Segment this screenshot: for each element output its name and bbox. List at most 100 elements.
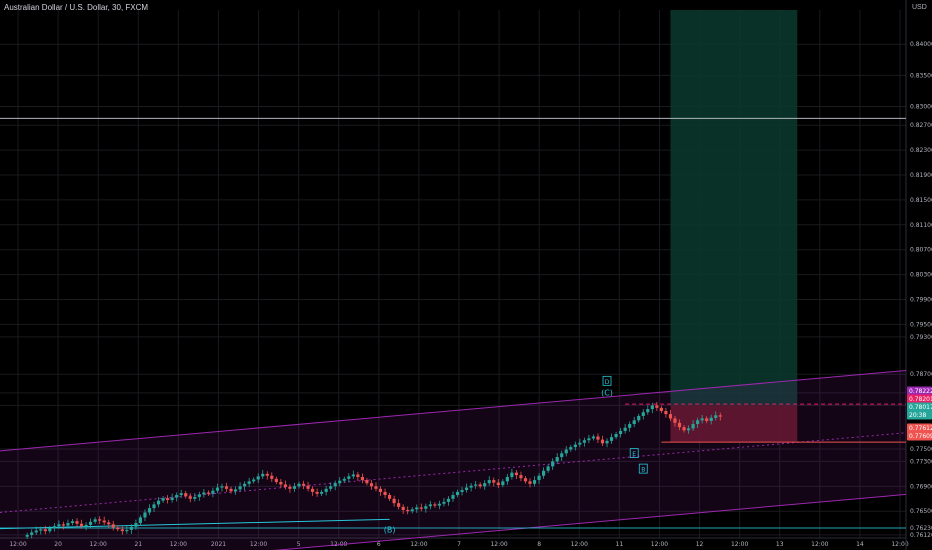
candle-body[interactable] bbox=[206, 492, 210, 494]
candle-body[interactable] bbox=[709, 417, 713, 421]
candle-body[interactable] bbox=[179, 493, 183, 496]
candle-body[interactable] bbox=[650, 405, 654, 410]
candle-body[interactable] bbox=[283, 484, 287, 487]
candle-body[interactable] bbox=[528, 481, 532, 484]
candle-body[interactable] bbox=[428, 504, 432, 507]
candle-body[interactable] bbox=[75, 521, 79, 524]
candle-body[interactable] bbox=[193, 496, 197, 499]
candle-body[interactable] bbox=[677, 422, 682, 428]
candle-body[interactable] bbox=[30, 532, 34, 535]
candle-body[interactable] bbox=[247, 481, 251, 484]
candle-body[interactable] bbox=[143, 512, 147, 518]
candle-body[interactable] bbox=[342, 478, 346, 481]
candle-body[interactable] bbox=[474, 484, 478, 486]
candle-body[interactable] bbox=[184, 493, 188, 497]
candle-body[interactable] bbox=[646, 409, 650, 413]
candle-body[interactable] bbox=[714, 415, 718, 418]
candle-body[interactable] bbox=[138, 517, 143, 524]
candle-body[interactable] bbox=[655, 405, 659, 408]
candle-body[interactable] bbox=[320, 491, 324, 494]
candle-body[interactable] bbox=[451, 495, 455, 499]
wave-label[interactable]: D bbox=[605, 379, 610, 386]
wave-b-trendline[interactable] bbox=[0, 518, 390, 530]
candle-body[interactable] bbox=[220, 486, 224, 488]
candle-body[interactable] bbox=[686, 428, 691, 431]
candle-body[interactable] bbox=[57, 524, 61, 527]
candle-body[interactable] bbox=[387, 495, 392, 499]
candle-body[interactable] bbox=[202, 492, 206, 495]
candle-body[interactable] bbox=[256, 476, 260, 480]
candle-body[interactable] bbox=[664, 410, 668, 415]
candle-body[interactable] bbox=[401, 506, 405, 510]
candle-body[interactable] bbox=[691, 424, 695, 429]
candle-body[interactable] bbox=[587, 438, 591, 441]
candle-body[interactable] bbox=[369, 483, 374, 487]
candle-body[interactable] bbox=[93, 519, 97, 522]
candle-body[interactable] bbox=[623, 427, 627, 431]
candle-body[interactable] bbox=[279, 481, 283, 485]
candle-body[interactable] bbox=[274, 478, 278, 482]
candle-body[interactable] bbox=[705, 418, 709, 421]
candle-body[interactable] bbox=[360, 476, 364, 481]
candle-body[interactable] bbox=[116, 527, 120, 530]
candle-body[interactable] bbox=[596, 436, 600, 440]
candle-body[interactable] bbox=[668, 414, 673, 419]
candle-body[interactable] bbox=[288, 486, 292, 489]
candle-body[interactable] bbox=[564, 449, 568, 454]
candle-body[interactable] bbox=[442, 501, 446, 504]
candle-body[interactable] bbox=[175, 495, 179, 498]
channel-lower-line[interactable] bbox=[0, 493, 907, 550]
candle-body[interactable] bbox=[34, 530, 38, 533]
candle-body[interactable] bbox=[392, 498, 396, 504]
candle-body[interactable] bbox=[696, 420, 700, 425]
candle-body[interactable] bbox=[120, 529, 124, 532]
candle-body[interactable] bbox=[229, 488, 233, 492]
candle-body[interactable] bbox=[243, 483, 247, 487]
candle-body[interactable] bbox=[510, 472, 514, 477]
candle-body[interactable] bbox=[433, 504, 437, 506]
candle-body[interactable] bbox=[66, 523, 70, 526]
candle-body[interactable] bbox=[111, 524, 115, 528]
candle-body[interactable] bbox=[43, 529, 47, 532]
candle-body[interactable] bbox=[569, 447, 573, 450]
candle-body[interactable] bbox=[98, 519, 102, 521]
candle-body[interactable] bbox=[619, 430, 623, 435]
candle-body[interactable] bbox=[89, 521, 93, 525]
candle-body[interactable] bbox=[406, 509, 410, 512]
candle-body[interactable] bbox=[573, 444, 577, 448]
wave-label[interactable]: E bbox=[632, 451, 636, 458]
candle-body[interactable] bbox=[25, 534, 29, 537]
candle-body[interactable] bbox=[478, 484, 482, 487]
channel-middle-line[interactable] bbox=[0, 432, 907, 513]
candle-body[interactable] bbox=[238, 486, 242, 490]
candle-body[interactable] bbox=[632, 420, 636, 425]
candle-body[interactable] bbox=[224, 486, 229, 489]
candle-body[interactable] bbox=[415, 507, 419, 510]
candle-body[interactable] bbox=[84, 524, 88, 527]
candle-body[interactable] bbox=[129, 526, 133, 530]
candle-body[interactable] bbox=[39, 529, 43, 531]
candle-body[interactable] bbox=[628, 424, 632, 428]
candle-body[interactable] bbox=[292, 486, 297, 489]
candle-body[interactable] bbox=[306, 485, 310, 489]
candle-body[interactable] bbox=[170, 497, 174, 501]
target-zone[interactable] bbox=[670, 10, 798, 406]
candle-body[interactable] bbox=[641, 412, 645, 416]
candle-body[interactable] bbox=[125, 529, 129, 532]
candle-body[interactable] bbox=[378, 488, 383, 492]
candle-body[interactable] bbox=[614, 434, 618, 438]
candle-body[interactable] bbox=[519, 475, 523, 479]
candle-body[interactable] bbox=[211, 490, 215, 494]
candle-body[interactable] bbox=[197, 494, 201, 497]
candle-body[interactable] bbox=[718, 415, 722, 417]
candle-body[interactable] bbox=[70, 521, 75, 524]
candle-body[interactable] bbox=[673, 418, 677, 423]
candle-body[interactable] bbox=[419, 507, 423, 509]
candle-body[interactable] bbox=[492, 480, 496, 483]
candle-body[interactable] bbox=[437, 503, 441, 506]
candle-body[interactable] bbox=[410, 509, 414, 512]
candle-body[interactable] bbox=[252, 479, 256, 482]
candle-body[interactable] bbox=[297, 483, 301, 487]
candle-body[interactable] bbox=[551, 461, 555, 467]
